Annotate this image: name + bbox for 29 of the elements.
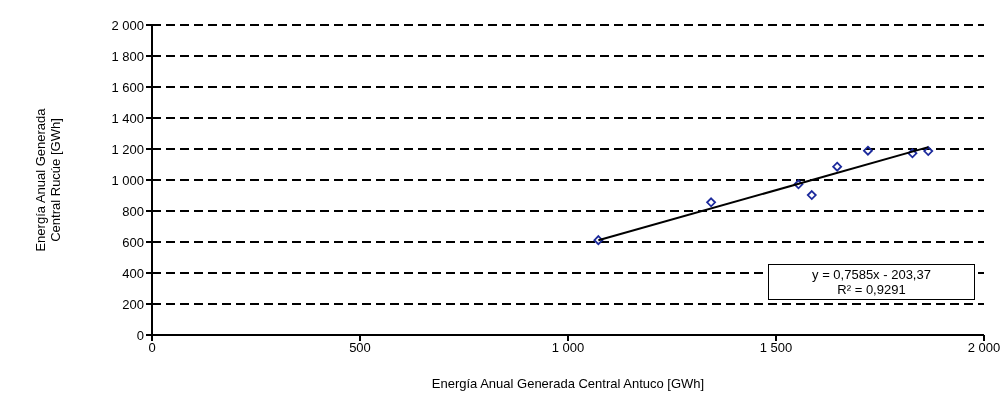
y-tick-label: 200	[122, 296, 144, 312]
y-tick-label: 600	[122, 234, 144, 250]
y-tick-label: 1 800	[111, 48, 144, 64]
x-tick-label: 1 500	[759, 340, 793, 356]
point	[923, 146, 934, 156]
point	[706, 197, 716, 208]
y-tick-label: 1 000	[111, 172, 144, 188]
annotation: R² = 0,9291	[836, 282, 907, 297]
y-tick-label: 2 000	[111, 17, 144, 33]
x-tick-label: 0	[148, 340, 156, 356]
y-tick-label: 0	[136, 327, 144, 343]
point	[832, 161, 843, 172]
point	[793, 179, 804, 190]
note-box: y = 0,7585x - 203,37 R² = 0,9291	[768, 264, 975, 300]
y-tick-label: 400	[122, 265, 144, 281]
y-axis-title: Energía Anual Generada Central Rucúe [GWh]	[33, 107, 63, 252]
annotation: y = 0,7585x - 203,37	[811, 267, 932, 282]
x-axis-title: Energía Anual Generada Central Antuco [GWh]	[431, 376, 705, 391]
y-tick-label: 1 600	[111, 79, 144, 95]
point	[907, 148, 918, 159]
point	[863, 145, 873, 156]
point	[806, 190, 817, 200]
x-tick-label: 500	[349, 340, 371, 356]
x-tick-label: 1 000	[551, 340, 585, 356]
y-tick-label: 800	[122, 203, 144, 219]
y-tick-label: 1 400	[111, 110, 144, 126]
point	[593, 235, 604, 246]
x-tick-label: 2 000	[967, 340, 1001, 356]
y-tick-label: 1 200	[111, 141, 144, 157]
